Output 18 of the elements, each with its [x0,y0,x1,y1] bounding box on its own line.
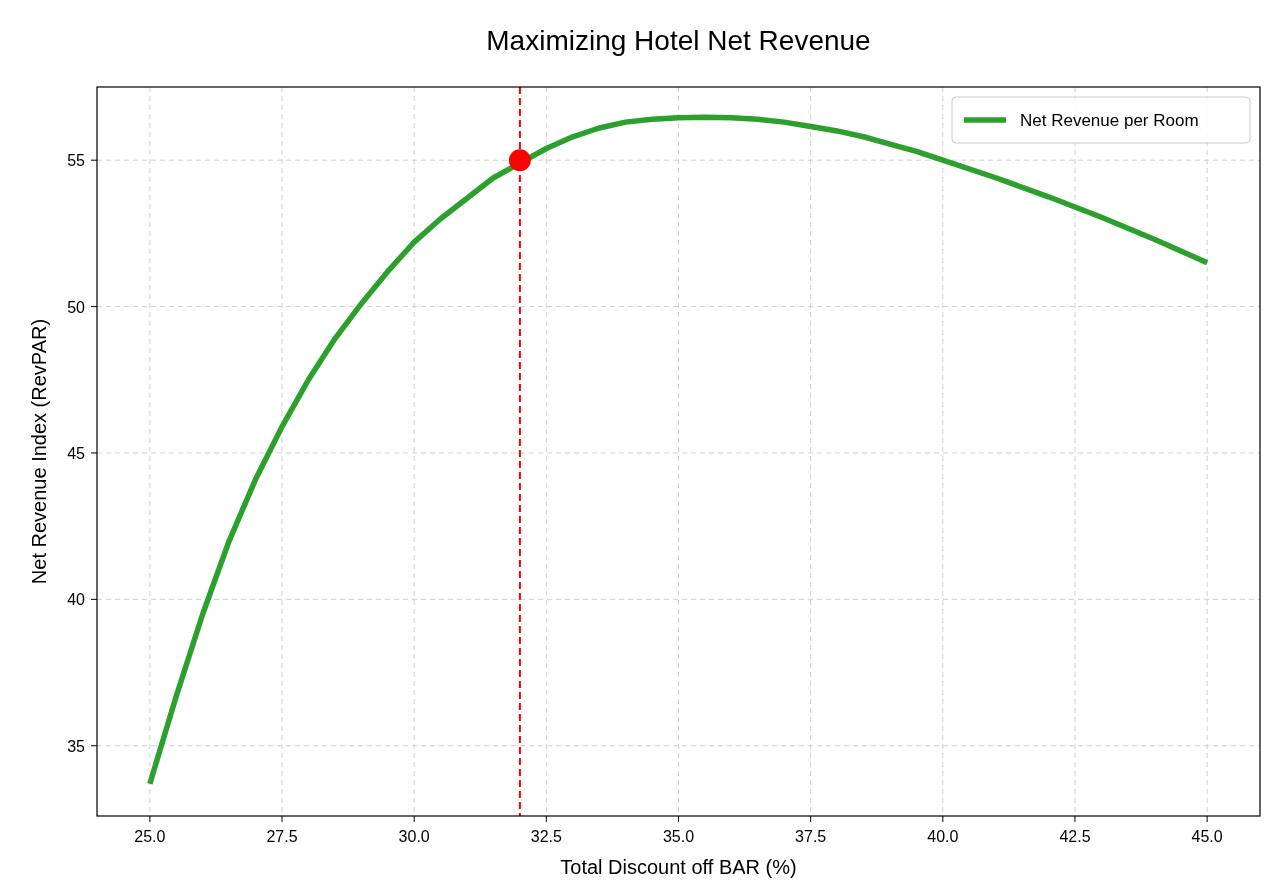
y-tick-label: 50 [67,298,86,316]
x-tick-label: 42.5 [1059,828,1091,845]
x-tick-label: 25.0 [134,828,166,845]
y-tick-label: 40 [67,591,86,609]
x-axis-title: Total Discount off BAR (%) [560,856,797,878]
x-tick-label: 35.0 [662,828,695,845]
y-axis-title: Net Revenue Index (RevPAR) [28,318,50,585]
y-tick-label: 35 [67,737,86,755]
chart-title: Maximizing Hotel Net Revenue [486,25,871,56]
x-tick-label: 27.5 [266,828,298,845]
y-tick-label: 55 [67,152,86,170]
legend-label: Net Revenue per Room [1020,111,1199,130]
x-tick-label: 32.5 [530,828,563,845]
x-tick-label: 45.0 [1191,828,1223,845]
x-tick-label: 30.0 [398,828,430,845]
x-tick-label: 40.0 [927,828,959,845]
x-tick-label: 37.5 [795,828,827,845]
y-tick-label: 45 [67,444,86,462]
